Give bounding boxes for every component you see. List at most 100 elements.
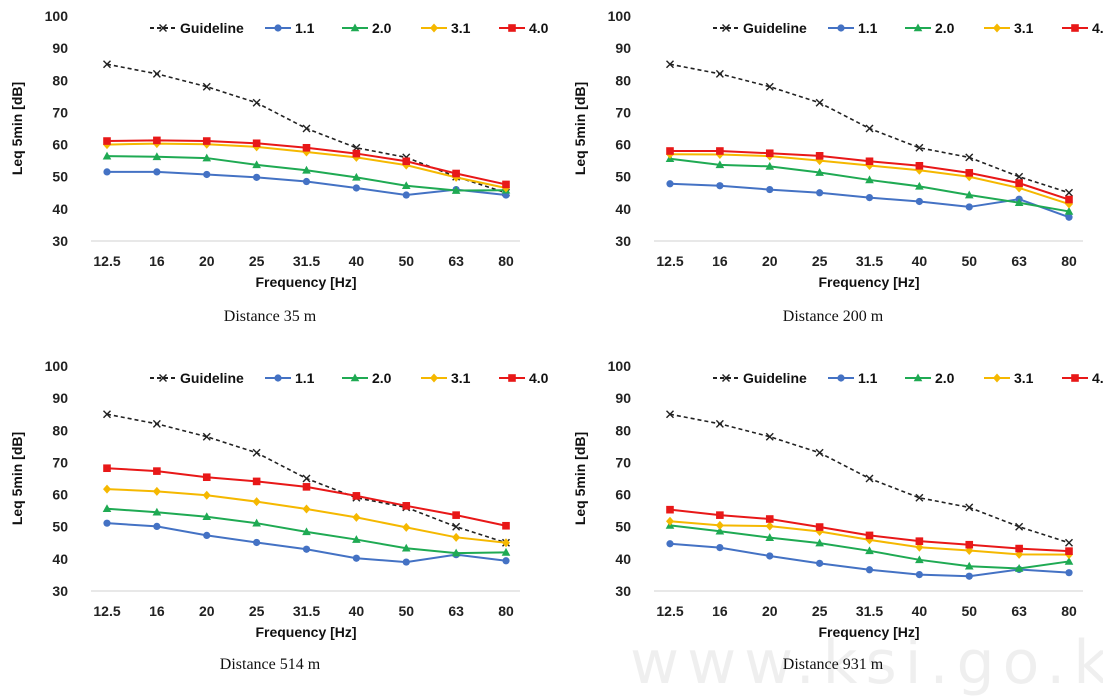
y-tick-label: 40: [52, 551, 68, 567]
y-tick-label: 90: [615, 390, 631, 406]
legend-marker: [837, 374, 845, 382]
legend-label: 4.0: [1092, 20, 1103, 36]
y-tick-label: 100: [45, 358, 69, 374]
legend-label: 3.1: [451, 370, 471, 386]
data-point: [915, 197, 923, 206]
data-point: [103, 60, 111, 69]
y-tick-label: 30: [615, 583, 631, 599]
data-point: [402, 157, 411, 166]
data-point: [865, 124, 874, 133]
series-1.1: [666, 180, 1073, 221]
data-point: [765, 149, 774, 158]
legend-label: 2.0: [935, 20, 955, 36]
legend-label: 4.0: [529, 370, 549, 386]
data-point: [815, 168, 824, 176]
data-point: [765, 82, 774, 91]
x-tick-label: 80: [1061, 603, 1077, 619]
data-point: [402, 502, 411, 510]
data-point: [203, 170, 211, 179]
legend-label: Guideline: [180, 370, 244, 386]
data-point: [815, 98, 824, 107]
legend-marker: [913, 373, 923, 382]
series-line: [669, 508, 1070, 553]
data-point: [202, 153, 212, 162]
data-point: [965, 169, 974, 177]
x-tick-label: 31.5: [856, 253, 883, 269]
series-3.1: [103, 484, 510, 548]
data-point: [1065, 195, 1073, 204]
data-point: [153, 168, 161, 176]
data-point: [666, 505, 674, 514]
y-tick-label: 30: [52, 233, 68, 249]
data-point: [302, 165, 311, 174]
legend-label: 4.0: [529, 20, 549, 36]
y-tick-label: 50: [615, 519, 631, 535]
data-point: [152, 507, 162, 516]
x-tick-label: 50: [961, 603, 977, 619]
series-1.1: [666, 540, 1073, 580]
data-point: [815, 527, 824, 537]
data-point: [865, 566, 874, 574]
legend-label: Guideline: [180, 20, 244, 36]
data-point: [451, 186, 461, 194]
data-point: [451, 548, 461, 557]
y-axis-label: Leq 5min [dB]: [572, 432, 588, 525]
legend: Guideline 1.1 2.0 3.1 4.0: [150, 370, 549, 386]
x-tick-label: 20: [762, 253, 778, 269]
legend-marker: [430, 373, 438, 383]
data-point: [716, 182, 724, 190]
data-point: [352, 492, 361, 500]
data-point: [915, 161, 924, 170]
data-point: [1015, 522, 1024, 531]
data-point: [915, 493, 924, 502]
data-point: [666, 147, 674, 155]
data-point: [103, 410, 111, 419]
series-1.1: [103, 168, 510, 199]
data-point: [715, 160, 725, 169]
data-point: [202, 82, 211, 91]
legend-label: 1.1: [858, 20, 878, 36]
data-point: [1065, 538, 1073, 547]
legend-label: 3.1: [451, 20, 471, 36]
data-point: [103, 519, 111, 527]
data-point: [1014, 564, 1024, 572]
legend-label: 2.0: [935, 370, 955, 386]
chart-panel-200m: 30 40 50 60 70 80 90 100 12.5 16 20 25 31.5 40 50 63 80 F…: [563, 0, 1103, 325]
watermark: www.ksi.go.kr: [630, 628, 1103, 698]
data-point: [716, 544, 724, 552]
data-point: [153, 136, 161, 145]
series-Guideline: [666, 410, 1073, 547]
data-point: [103, 464, 111, 473]
data-point: [352, 535, 361, 543]
legend-label: 4.0: [1092, 370, 1103, 386]
series-4.0: [103, 464, 510, 530]
chart-panel-931m: 30 40 50 60 70 80 90 100 12.5 16 20 25 31.5 40 50 63 80 F…: [563, 350, 1103, 673]
legend-marker: [350, 373, 360, 382]
x-tick-label: 50: [961, 253, 977, 269]
legend-marker: [837, 24, 845, 32]
y-tick-label: 60: [615, 137, 631, 153]
data-point: [915, 571, 923, 579]
data-point: [402, 522, 411, 532]
data-point: [202, 512, 212, 521]
data-point: [715, 69, 724, 78]
legend-label: 1.1: [295, 20, 315, 36]
data-point: [253, 538, 261, 547]
data-point: [715, 526, 725, 535]
data-point: [865, 546, 874, 555]
data-point: [915, 537, 924, 545]
x-tick-label: 20: [762, 603, 778, 619]
y-tick-label: 100: [45, 8, 69, 24]
y-tick-label: 90: [615, 40, 631, 56]
data-point: [501, 547, 511, 556]
data-point: [715, 419, 724, 428]
x-tick-label: 63: [1011, 253, 1027, 269]
y-tick-label: 30: [615, 233, 631, 249]
data-point: [252, 139, 261, 148]
data-point: [865, 474, 874, 483]
x-tick-label: 20: [199, 603, 215, 619]
data-point: [352, 184, 360, 192]
data-point: [765, 521, 774, 531]
legend-marker: [1071, 24, 1079, 32]
data-point: [152, 419, 161, 428]
